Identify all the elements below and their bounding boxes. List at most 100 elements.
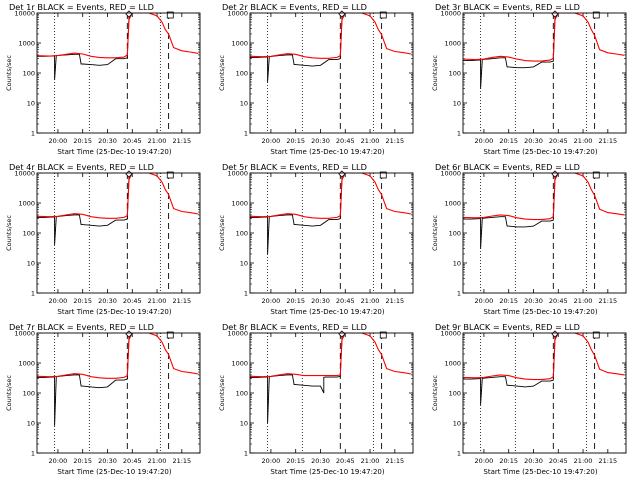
y-tick-label: 1000 [231,40,248,48]
x-tick-label: 21:15 [385,137,404,145]
y-axis-label: Counts/sec [431,55,439,91]
detector-panel-9: Det 9r BLACK = Events, RED = LLD Counts/s… [426,320,639,480]
series-group [250,333,412,424]
y-axis-label: Counts/sec [218,375,226,411]
detector-chart-7: Det 7r BLACK = Events, RED = LLD Counts/s… [5,322,201,476]
x-tick-label: 20:30 [524,457,543,465]
x-tick-label: 20:30 [524,297,543,305]
x-axis-label: Start Time (25-Dec-10 19:47:20) [483,148,597,156]
x-axis-label: Start Time (25-Dec-10 19:47:20) [483,468,597,476]
x-tick-label: 21:00 [148,297,167,305]
x-tick-label: 21:15 [172,297,191,305]
x-axis-label: Start Time (25-Dec-10 19:47:20) [57,148,171,156]
x-tick-label: 20:30 [98,297,117,305]
x-tick-label: 20:00 [475,457,494,465]
y-tick-label: 1 [244,290,248,298]
series-group [37,333,199,426]
series-group [250,173,412,255]
x-tick-label: 21:00 [574,457,593,465]
x-axis-label: Start Time (25-Dec-10 19:47:20) [270,148,384,156]
x-axis-label: Start Time (25-Dec-10 19:47:20) [270,468,384,476]
events-series-line [250,173,346,255]
plot-frame [462,12,627,134]
x-tick-label: 20:15 [286,297,305,305]
x-tick-label: 20:45 [123,137,142,145]
x-tick-label: 20:30 [98,457,117,465]
square-marker [379,171,387,179]
events-series-line [250,333,346,424]
y-tick-label: 10 [240,260,248,268]
y-tick-label: 10 [453,100,461,108]
lld-series-line [250,13,412,59]
y-tick-label: 10000 [227,170,248,178]
x-axis-label: Start Time (25-Dec-10 19:47:20) [483,308,597,316]
x-tick-label: 20:30 [524,137,543,145]
x-tick-label: 20:45 [123,457,142,465]
plot-frame [249,12,414,134]
detector-panel-6: Det 6r BLACK = Events, RED = LLD Counts/s… [426,160,639,320]
x-tick-label: 21:15 [598,457,617,465]
series-group [463,13,625,89]
y-tick-label: 10 [27,420,35,428]
detector-panel-4: Det 4r BLACK = Events, RED = LLD Counts/s… [0,160,213,320]
chart-title: Det 5r BLACK = Events, RED = LLD [222,162,367,172]
series-group [463,173,625,249]
x-tick-label: 20:45 [123,297,142,305]
x-tick-label: 20:00 [49,457,68,465]
x-tick-label: 20:15 [286,457,305,465]
x-tick-label: 20:15 [73,457,92,465]
x-tick-label: 20:00 [49,297,68,305]
y-tick-label: 100 [236,70,248,78]
y-tick-label: 1 [31,130,35,138]
detector-panel-8: Det 8r BLACK = Events, RED = LLD Counts/s… [213,320,426,480]
y-tick-label: 100 [449,70,461,78]
series-group [37,13,199,80]
x-axis-label: Start Time (25-Dec-10 19:47:20) [270,308,384,316]
y-tick-label: 10000 [14,10,35,18]
y-tick-label: 10000 [227,10,248,18]
plot-frame [462,172,627,294]
x-axis-label: Start Time (25-Dec-10 19:47:20) [57,308,171,316]
detector-chart-3: Det 3r BLACK = Events, RED = LLD Counts/s… [431,2,627,156]
y-tick-label: 100 [236,390,248,398]
plot-frame [36,12,201,134]
events-series-line [37,13,133,80]
y-tick-label: 1 [457,290,461,298]
x-tick-label: 20:15 [73,137,92,145]
y-tick-label: 1 [457,450,461,458]
x-tick-label: 20:15 [499,137,518,145]
x-tick-label: 20:45 [549,297,568,305]
lld-series-line [463,13,625,62]
square-marker [592,171,600,179]
chart-title: Det 9r BLACK = Events, RED = LLD [435,322,580,332]
lld-series-line [37,13,199,59]
plot-frame [249,332,414,454]
y-tick-label: 1000 [231,200,248,208]
x-tick-label: 21:00 [148,457,167,465]
y-axis-label: Counts/sec [431,375,439,411]
square-marker [379,331,387,339]
detector-panel-5: Det 5r BLACK = Events, RED = LLD Counts/s… [213,160,426,320]
y-tick-label: 10000 [227,330,248,338]
y-tick-label: 10000 [440,10,461,18]
square-marker [166,331,174,339]
y-tick-label: 10000 [14,170,35,178]
x-tick-label: 21:15 [172,137,191,145]
y-tick-label: 10 [453,420,461,428]
detector-chart-4: Det 4r BLACK = Events, RED = LLD Counts/s… [5,162,201,316]
y-axis-label: Counts/sec [5,375,13,411]
detector-panel-1: Det 1r BLACK = Events, RED = LLD Counts/s… [0,0,213,160]
x-tick-label: 21:15 [172,457,191,465]
x-tick-label: 20:15 [499,297,518,305]
y-tick-label: 10000 [440,170,461,178]
lld-series-line [250,173,412,219]
x-tick-label: 20:45 [336,297,355,305]
x-tick-label: 20:00 [475,137,494,145]
events-series-line [250,13,346,83]
y-axis-label: Counts/sec [218,55,226,91]
x-tick-label: 20:45 [549,137,568,145]
events-series-line [463,173,559,249]
y-tick-label: 100 [23,390,35,398]
plot-frame [462,332,627,454]
x-tick-label: 21:00 [574,137,593,145]
